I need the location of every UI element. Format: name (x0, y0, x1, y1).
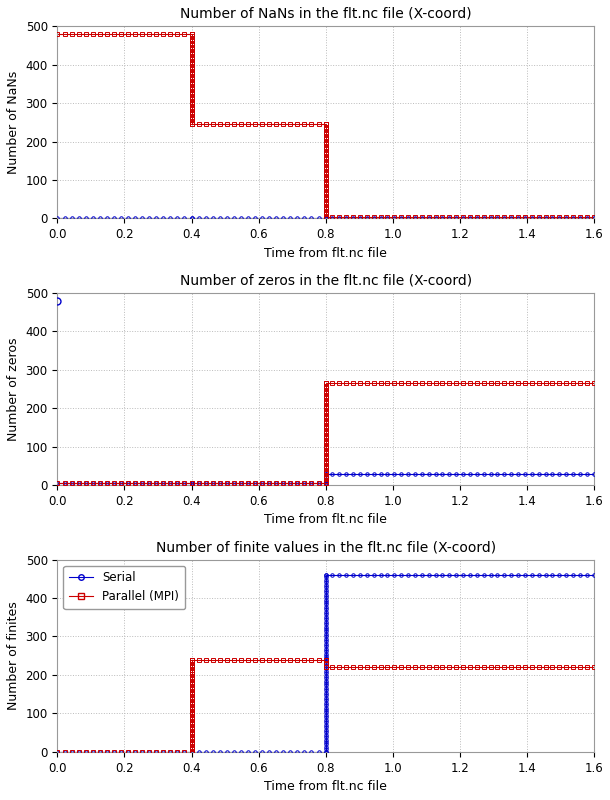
Parallel (MPI) (188, 654, 195, 664)
Serial (188, 747, 195, 757)
Y-axis label: Number of zeros: Number of zeros (7, 338, 20, 441)
Title: Number of zeros in the flt.nc file (X-coord): Number of zeros in the flt.nc file (X-co… (179, 274, 472, 288)
Legend: Serial, Parallel (MPI): Serial, Parallel (MPI) (63, 566, 185, 610)
X-axis label: Time from flt.nc file: Time from flt.nc file (264, 780, 387, 793)
Parallel (MPI) (329, 662, 336, 672)
Parallel (MPI) (590, 662, 597, 672)
Serial (322, 570, 329, 580)
Parallel (MPI) (188, 727, 195, 737)
Parallel (MPI) (315, 654, 322, 664)
Y-axis label: Number of NaNs: Number of NaNs (7, 70, 20, 174)
Line: Parallel (MPI): Parallel (MPI) (56, 658, 595, 754)
Serial (418, 570, 426, 580)
Line: Serial: Serial (56, 574, 595, 754)
X-axis label: Time from flt.nc file: Time from flt.nc file (264, 246, 387, 260)
Serial (322, 681, 329, 690)
Serial (124, 747, 132, 757)
Y-axis label: Number of finites: Number of finites (7, 602, 20, 710)
Title: Number of finite values in the flt.nc file (X-coord): Number of finite values in the flt.nc fi… (156, 540, 496, 554)
Parallel (MPI) (188, 670, 195, 679)
Serial (583, 570, 590, 580)
Parallel (MPI) (542, 662, 549, 672)
Title: Number of NaNs in the flt.nc file (X-coord): Number of NaNs in the flt.nc file (X-coo… (180, 7, 472, 21)
Parallel (MPI) (54, 747, 61, 757)
X-axis label: Time from flt.nc file: Time from flt.nc file (264, 514, 387, 526)
Parallel (MPI) (138, 747, 146, 757)
Serial (54, 747, 61, 757)
Serial (322, 582, 329, 592)
Serial (590, 570, 597, 580)
